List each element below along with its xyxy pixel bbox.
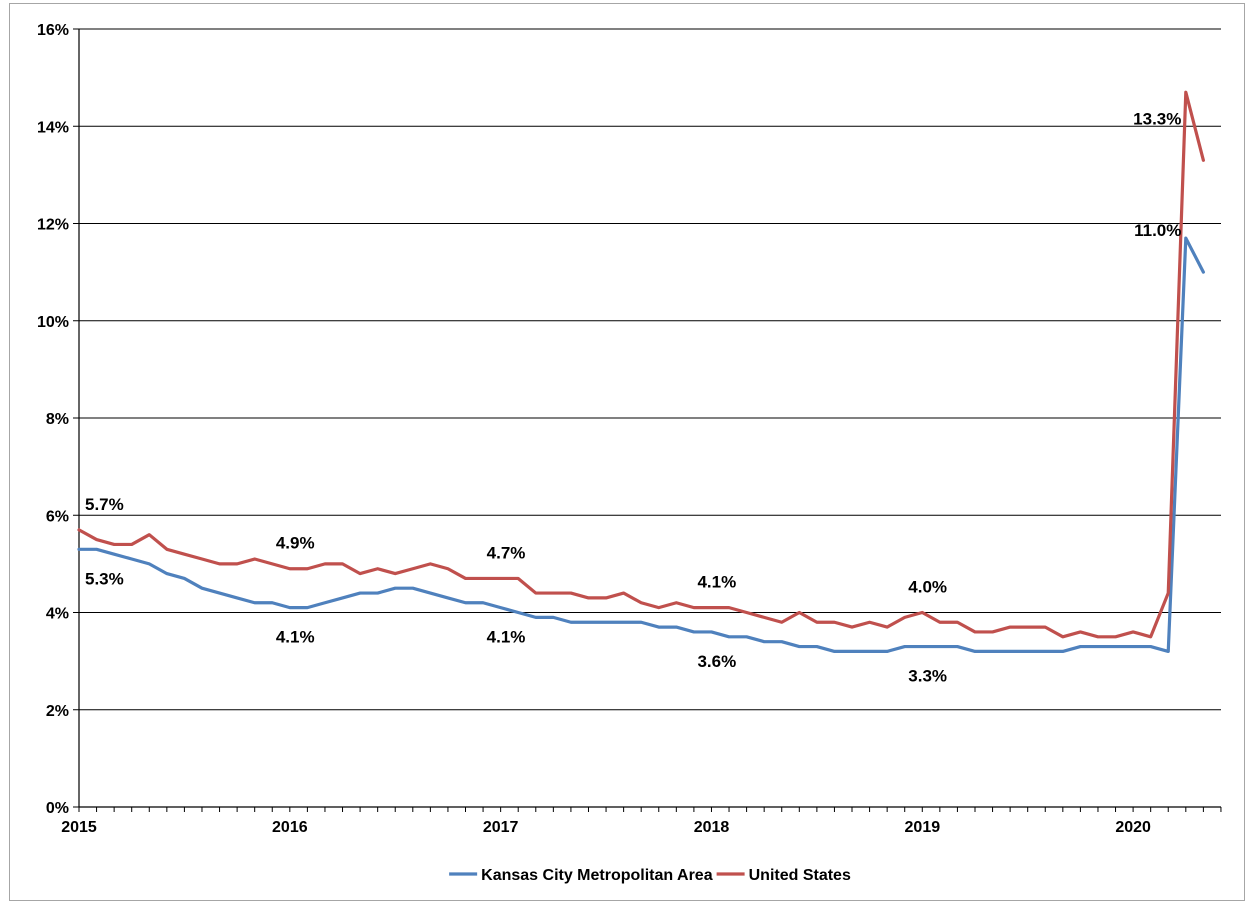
y-axis-tick-labels: 0% 2% 4% 6% 8% 10% 12% 14% 16% bbox=[37, 22, 69, 817]
data-label: 4.1% bbox=[276, 628, 315, 647]
y-tick-label: 14% bbox=[37, 119, 69, 136]
data-label: 13.3% bbox=[1133, 109, 1181, 128]
data-label: 4.9% bbox=[276, 534, 315, 553]
chart-frame bbox=[9, 3, 1245, 901]
y-tick-label: 16% bbox=[37, 22, 69, 39]
x-tick-label: 2018 bbox=[694, 819, 730, 836]
y-tick-label: 8% bbox=[46, 411, 69, 428]
data-labels: 5.7% 5.3% 4.9% 4.1% 4.7% 4.1% 4.1% 3.6% 4.0% 3.3%… bbox=[85, 109, 1181, 685]
data-label: 4.1% bbox=[487, 628, 526, 647]
data-label: 5.7% bbox=[85, 495, 124, 514]
data-label: 4.7% bbox=[487, 543, 526, 562]
x-tick-label: 2020 bbox=[1115, 819, 1151, 836]
y-tick-label: 12% bbox=[37, 217, 69, 234]
x-tick-label: 2017 bbox=[483, 819, 519, 836]
data-label: 3.6% bbox=[697, 652, 736, 671]
data-label: 4.0% bbox=[908, 578, 947, 597]
series-line-0 bbox=[77, 236, 1205, 654]
x-tick-label: 2019 bbox=[905, 819, 941, 836]
y-tick-label: 6% bbox=[46, 508, 69, 525]
gridlines bbox=[79, 28, 1221, 711]
data-label: 4.1% bbox=[697, 573, 736, 592]
y-tick-label: 10% bbox=[37, 314, 69, 331]
legend-label-0: Kansas City Metropolitan Area bbox=[481, 867, 713, 884]
y-tick-label: 4% bbox=[46, 606, 69, 623]
legend: Kansas City Metropolitan Area United Stat… bbox=[449, 867, 851, 884]
y-tick-label: 0% bbox=[46, 800, 69, 817]
series-lines bbox=[77, 90, 1205, 654]
data-label: 3.3% bbox=[908, 667, 947, 686]
data-label: 11.0% bbox=[1134, 221, 1181, 240]
data-label: 5.3% bbox=[85, 569, 124, 588]
axes bbox=[73, 28, 1222, 812]
x-tick-label: 2015 bbox=[61, 819, 97, 836]
x-axis-tick-labels: 2015 2016 2017 2018 2019 2020 bbox=[61, 819, 1151, 836]
x-tick-label: 2016 bbox=[272, 819, 308, 836]
legend-label-1: United States bbox=[749, 867, 851, 884]
y-tick-label: 2% bbox=[46, 703, 69, 720]
series-line-1 bbox=[77, 90, 1205, 639]
